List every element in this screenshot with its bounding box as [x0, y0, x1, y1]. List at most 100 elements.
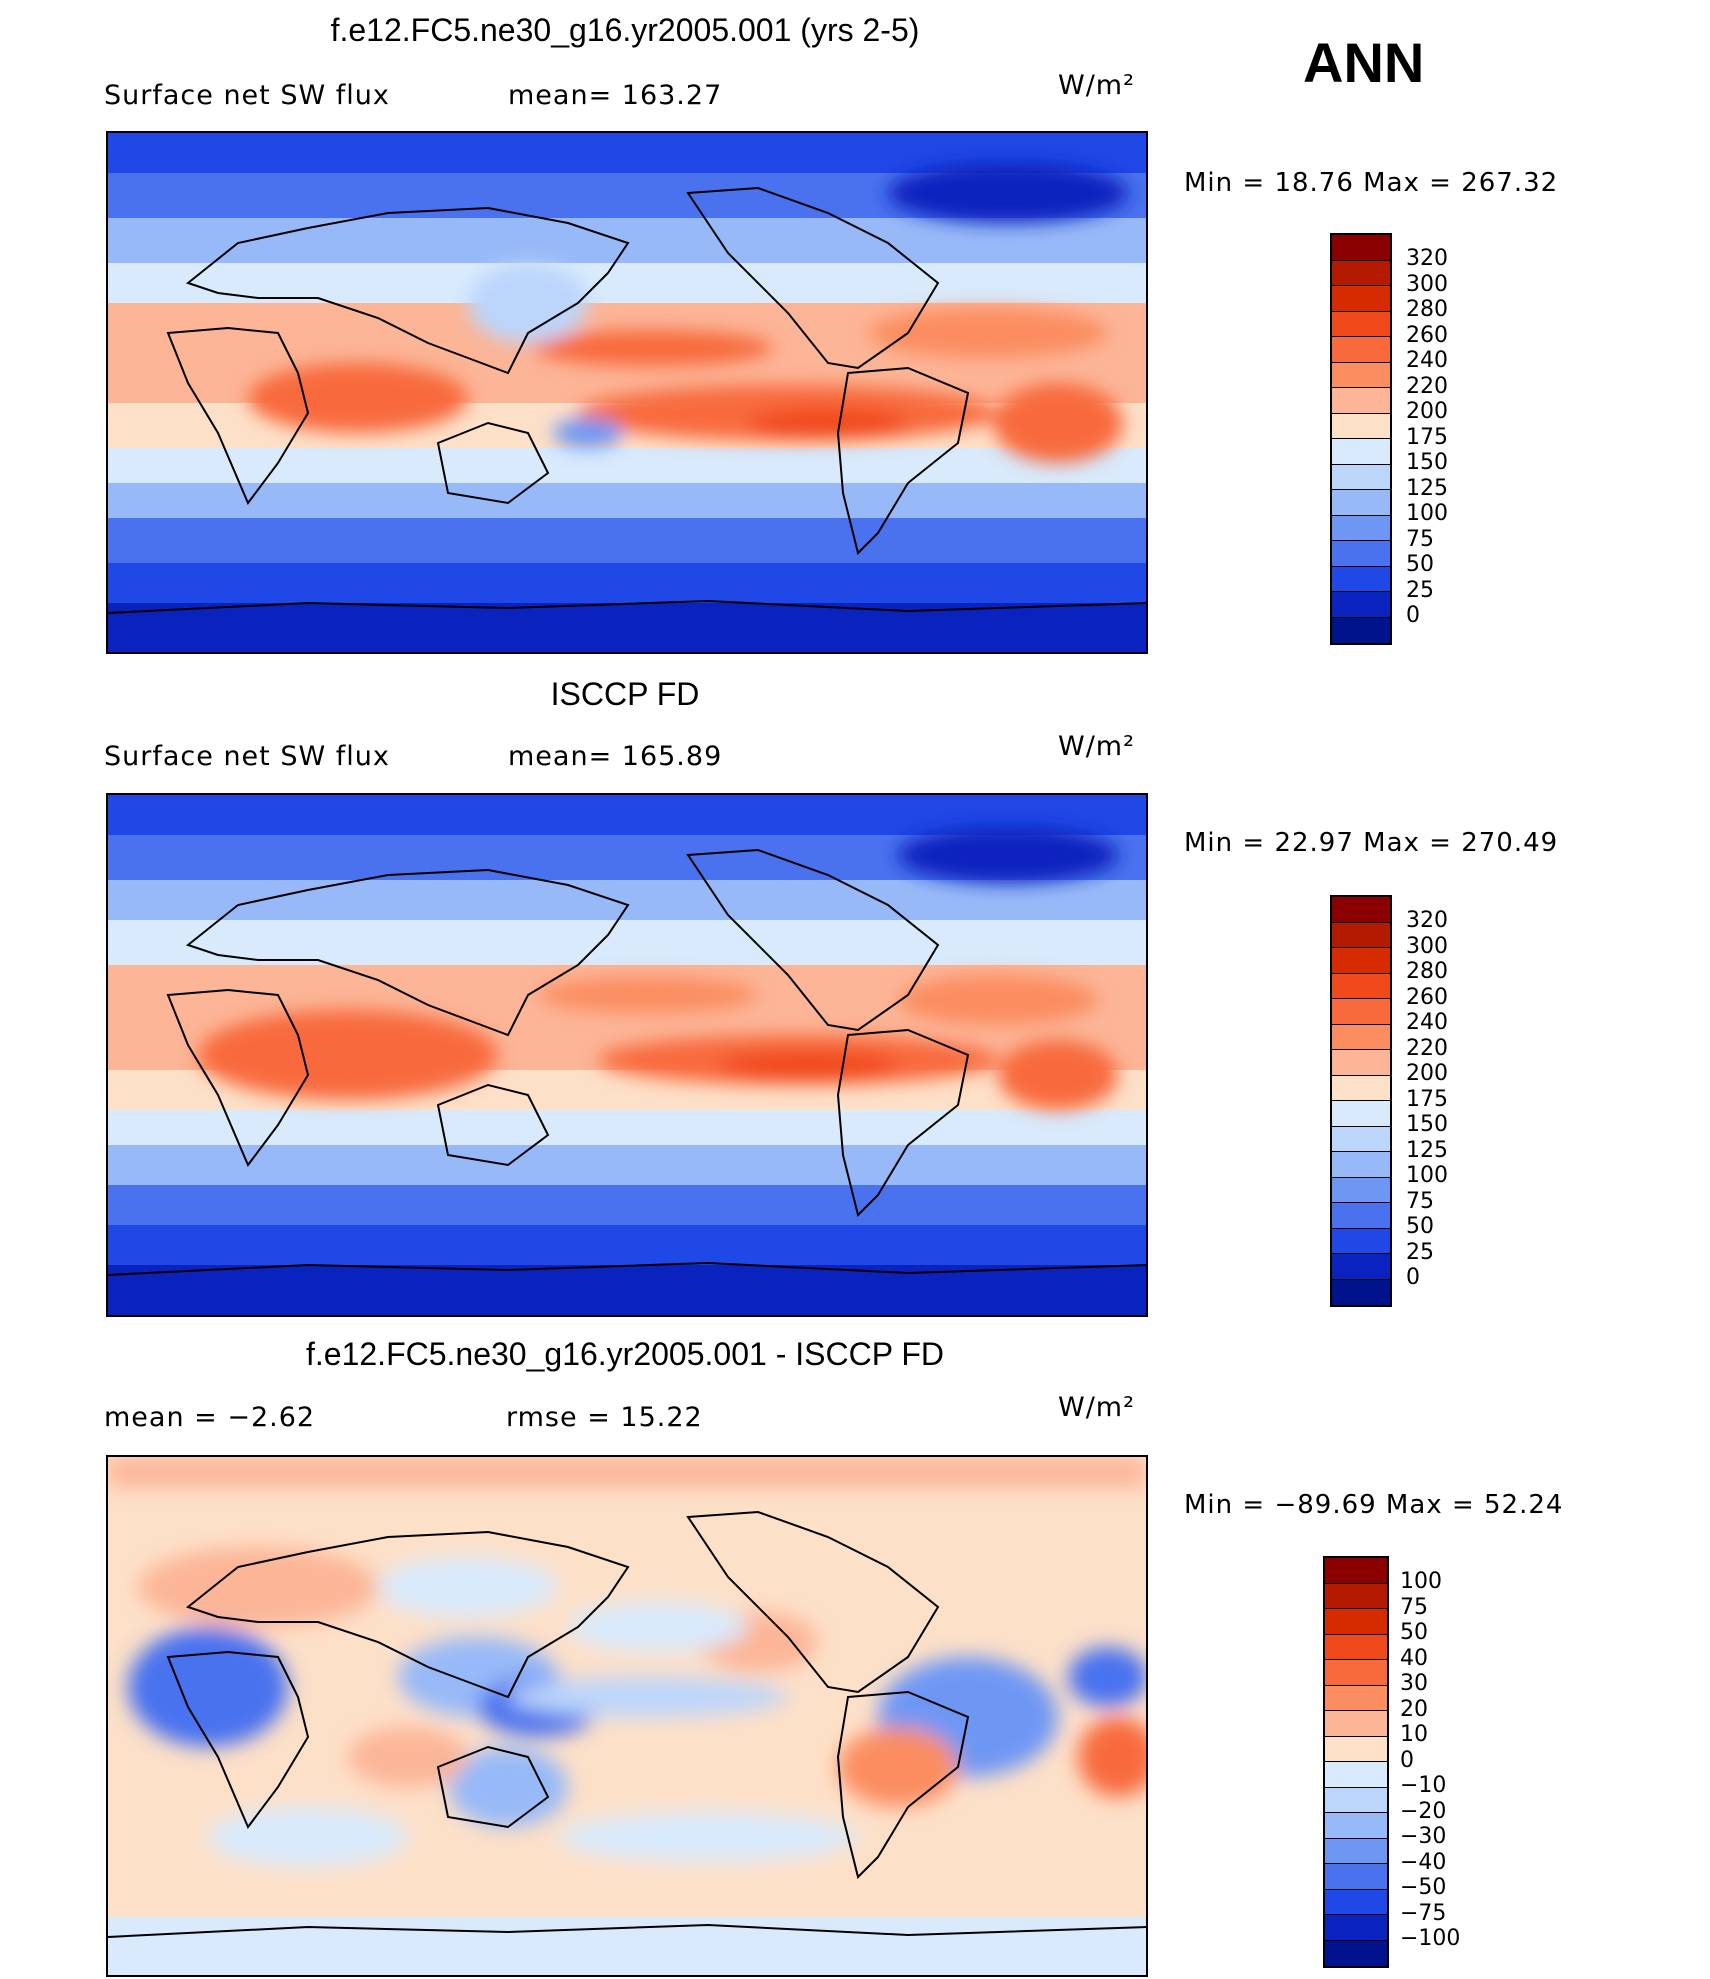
colorbar-label: 0 [1406, 1265, 1420, 1290]
panel-obs-field: Surface net SW flux [104, 741, 390, 772]
colorbar-swatch [1325, 1813, 1387, 1839]
panel-model-field: Surface net SW flux [104, 80, 390, 111]
colorbar-swatch [1325, 1940, 1387, 1966]
colorbar-swatch [1332, 1024, 1390, 1050]
panel-diff-minmax: Min = −89.69 Max = 52.24 [1184, 1490, 1564, 1520]
colorbar-swatch [1332, 973, 1390, 999]
colorbar-label: −20 [1400, 1798, 1447, 1824]
colorbar-label: 25 [1406, 577, 1434, 603]
colorbar-swatch [1332, 1177, 1390, 1203]
colorbar-swatch [1332, 260, 1390, 286]
colorbar-label: 50 [1406, 552, 1434, 577]
colorbar-label: 150 [1406, 450, 1448, 475]
colorbar-swatch [1332, 464, 1390, 490]
colorbar-swatch [1325, 1787, 1387, 1813]
colorbar-label: −75 [1400, 1900, 1447, 1926]
colorbar-label: 50 [1400, 1620, 1428, 1645]
colorbar-label: 0 [1400, 1747, 1414, 1773]
colorbar-swatch [1332, 541, 1390, 567]
panel-model-units: W/m² [1058, 70, 1135, 101]
panel-model-title: f.e12.FC5.ne30_g16.yr2005.001 (yrs 2-5) [330, 12, 920, 48]
colorbar-label: 175 [1406, 1086, 1448, 1112]
colorbar-swatch [1332, 999, 1390, 1025]
colorbar-swatch [1332, 566, 1390, 592]
panel-diff-colorbar [1323, 1556, 1389, 1968]
panel-obs-map [106, 793, 1148, 1317]
panel-obs-minmax: Min = 22.97 Max = 270.49 [1184, 828, 1559, 858]
panel-model-minmax: Min = 18.76 Max = 267.32 [1184, 168, 1559, 198]
colorbar-label: −30 [1400, 1824, 1447, 1849]
colorbar-swatch [1332, 1254, 1390, 1280]
colorbar-swatch [1332, 592, 1390, 618]
colorbar-label: 175 [1406, 424, 1448, 450]
panel-obs-colorbar [1330, 895, 1392, 1307]
colorbar-label: 125 [1406, 1137, 1448, 1163]
colorbar-label: 240 [1406, 1010, 1448, 1035]
panel-diff-map [106, 1455, 1148, 1977]
colorbar-swatch [1332, 617, 1390, 643]
colorbar-swatch [1332, 1203, 1390, 1229]
colorbar-label: 25 [1406, 1239, 1434, 1265]
colorbar-swatch [1332, 1228, 1390, 1254]
panel-obs-title: ISCCP FD [550, 676, 700, 712]
colorbar-label: 125 [1406, 475, 1448, 501]
colorbar-swatch [1332, 311, 1390, 337]
season-label: ANN [1303, 31, 1425, 94]
colorbar-label: 100 [1400, 1569, 1442, 1594]
colorbar-swatch [1332, 515, 1390, 541]
panel-diff-title: f.e12.FC5.ne30_g16.yr2005.001 - ISCCP FD [306, 1336, 944, 1372]
diff-map-svg [108, 1457, 1146, 1975]
colorbar-swatch [1332, 413, 1390, 439]
colorbar-swatch [1325, 1583, 1387, 1609]
colorbar-swatch [1332, 388, 1390, 414]
colorbar-label: 320 [1406, 908, 1448, 933]
colorbar-swatch [1332, 362, 1390, 388]
colorbar-swatch [1325, 1864, 1387, 1890]
colorbar-label: 10 [1400, 1722, 1428, 1747]
colorbar-swatch [1332, 1126, 1390, 1152]
colorbar-label: 0 [1406, 603, 1420, 628]
colorbar-swatch [1332, 1050, 1390, 1076]
colorbar-swatch [1332, 1152, 1390, 1178]
colorbar-swatch [1325, 1915, 1387, 1941]
panel-diff-rmse: rmse = 15.22 [506, 1402, 703, 1433]
colorbar-swatch [1332, 235, 1390, 261]
colorbar-swatch [1325, 1838, 1387, 1864]
colorbar-label: 240 [1406, 348, 1448, 373]
colorbar-label: 50 [1406, 1214, 1434, 1239]
colorbar-label: 200 [1406, 399, 1448, 424]
panel-diff-units: W/m² [1058, 1392, 1135, 1423]
colorbar-label: −50 [1400, 1875, 1447, 1900]
panel-model-mean: mean= 163.27 [508, 80, 723, 111]
colorbar-swatch [1325, 1762, 1387, 1788]
colorbar-label: 220 [1406, 373, 1448, 399]
colorbar-label: −10 [1400, 1773, 1447, 1798]
colorbar-swatch [1325, 1660, 1387, 1686]
panel-obs-units: W/m² [1058, 731, 1135, 762]
colorbar-label: 260 [1406, 984, 1448, 1010]
colorbar-label: 150 [1406, 1112, 1448, 1137]
panel-model-map [106, 131, 1148, 654]
obs-map-svg [108, 795, 1146, 1315]
colorbar-label: 40 [1400, 1645, 1428, 1671]
colorbar-swatch [1332, 897, 1390, 923]
colorbar-label: 300 [1406, 271, 1448, 297]
colorbar-swatch [1325, 1711, 1387, 1737]
colorbar-swatch [1332, 337, 1390, 363]
colorbar-label: 280 [1406, 959, 1448, 984]
model-map-svg [108, 133, 1146, 652]
colorbar-label: 100 [1406, 501, 1448, 526]
colorbar-label: 300 [1406, 933, 1448, 959]
colorbar-swatch [1332, 1075, 1390, 1101]
colorbar-label: 30 [1400, 1671, 1428, 1696]
colorbar-label: 260 [1406, 322, 1448, 348]
colorbar-swatch [1332, 490, 1390, 516]
colorbar-label: −40 [1400, 1849, 1447, 1875]
colorbar-label: 75 [1400, 1594, 1428, 1620]
colorbar-label: −100 [1400, 1926, 1461, 1951]
panel-obs-mean: mean= 165.89 [508, 741, 723, 772]
colorbar-swatch [1325, 1558, 1387, 1584]
colorbar-label: 75 [1406, 1188, 1434, 1214]
colorbar-label: 220 [1406, 1035, 1448, 1061]
colorbar-label: 20 [1400, 1696, 1428, 1722]
